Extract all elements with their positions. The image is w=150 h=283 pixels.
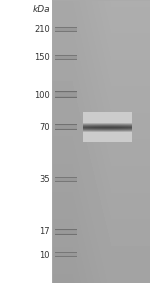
Text: 210: 210 (34, 25, 50, 35)
Text: 17: 17 (39, 228, 50, 237)
Bar (0, 0, 52, 283)
Text: 150: 150 (34, 53, 50, 63)
Bar (52, 0, 150, 283)
Text: kDa: kDa (32, 5, 50, 14)
Text: 10: 10 (39, 250, 50, 260)
Text: 70: 70 (39, 123, 50, 132)
Text: 35: 35 (39, 175, 50, 185)
Text: 100: 100 (34, 91, 50, 100)
